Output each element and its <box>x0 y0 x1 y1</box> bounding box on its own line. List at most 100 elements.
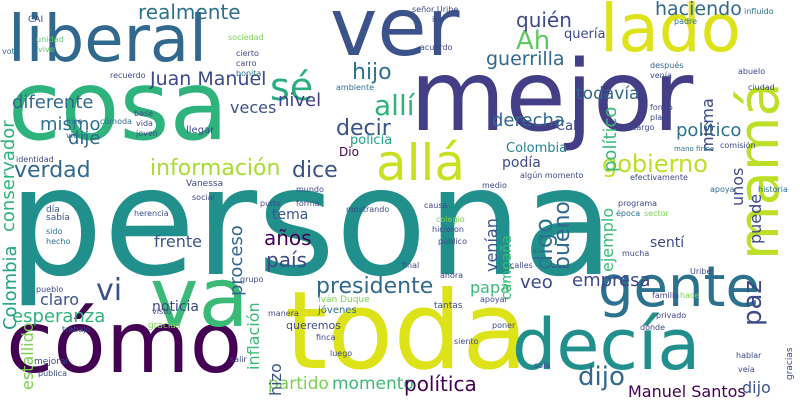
word-decir: decir <box>336 116 391 141</box>
word-claro: claro <box>40 290 80 309</box>
word-hace: hace <box>680 291 700 300</box>
word-algun-momento: algún momento <box>520 171 584 180</box>
word-cargo: cargo <box>632 123 655 132</box>
word-politica: política <box>404 372 477 396</box>
word-mejorar: mejorar <box>34 357 70 367</box>
word-anos: años <box>264 226 312 250</box>
word-alvaro-uribe: Colombia <box>506 141 568 156</box>
word-cai: CAI <box>28 15 44 25</box>
word-salir: salir <box>230 355 247 364</box>
word-nivel: nivel <box>278 90 322 111</box>
word-frente: frente <box>154 232 202 251</box>
word-juan-manuel: Juan Manuel <box>150 68 267 90</box>
word-unidad: unidad <box>36 35 64 44</box>
word-diferente: diferente <box>12 92 94 113</box>
word-alli: allí <box>374 89 415 122</box>
word-final: final <box>402 261 420 270</box>
word-llegar: llegar <box>186 125 215 136</box>
word-voto: voto <box>2 47 20 56</box>
word-ahora: ahora <box>440 271 464 280</box>
word-lado: lado <box>600 0 742 67</box>
word-dije: dije <box>68 128 101 149</box>
word-publica: pública <box>38 369 67 378</box>
word-esperanza: esperanza <box>12 306 106 327</box>
word-veo: veo <box>520 272 553 293</box>
word-uribe: Uribe <box>690 267 712 276</box>
word-realmente: realmente <box>138 0 241 24</box>
word-apoya: apoya <box>710 185 735 194</box>
word-epoca: época <box>616 209 641 218</box>
word-causa: causa <box>424 201 448 210</box>
word-siento: siento <box>454 337 479 346</box>
word-programa: programa <box>618 199 658 208</box>
word-ejemplo: ejemplo <box>598 207 617 272</box>
word-comision: comisión <box>720 141 756 150</box>
word-colegio: colegio <box>436 215 465 224</box>
word-paz: paz <box>738 279 768 326</box>
word-base: base <box>134 109 154 118</box>
word-policia: policía <box>350 133 393 148</box>
word-mejor: mejor <box>410 40 694 154</box>
word-veces: veces <box>230 98 277 117</box>
word-abuelo: abuelo <box>738 67 766 76</box>
word-empresa: empresa <box>572 270 651 291</box>
word-carro: carro <box>236 59 257 68</box>
word-sentí: sentí <box>650 235 685 251</box>
word-poner: poner <box>492 321 516 330</box>
word-sido: sido <box>46 227 63 236</box>
word-veia: veía <box>738 365 755 374</box>
word-conservador: conservador <box>0 120 19 232</box>
word-presidente: presidente <box>316 274 434 299</box>
word-trabajo: trabajo <box>62 325 91 334</box>
word-sola: sola <box>534 361 551 370</box>
word-haciendo: haciendo <box>655 0 742 20</box>
word-venian: venían <box>482 218 501 272</box>
word-partido-momento: partido <box>268 374 329 394</box>
word-vida: vida <box>136 119 153 128</box>
word-herencia: herencia <box>134 209 169 218</box>
word-ambiente: ambiente <box>336 83 375 92</box>
word-joven: joven <box>136 129 158 138</box>
word-manera: manera <box>268 309 299 318</box>
word-dia: día <box>46 205 60 215</box>
word-social: social <box>192 193 215 202</box>
word-pudo: pudo <box>260 199 281 208</box>
word-identidad: identidad <box>16 155 54 164</box>
word-calles: calles <box>510 261 533 270</box>
word-hecho: hecho <box>46 237 71 246</box>
word-hablar: hablar <box>736 351 762 360</box>
word-efectivamente: efectivamente <box>630 173 688 182</box>
word-pais: país <box>266 248 307 272</box>
word-gente: gente <box>598 255 760 320</box>
word-sabia: sabía <box>46 213 70 223</box>
word-quien: quién <box>516 8 572 32</box>
word-digo: digo <box>530 218 558 270</box>
word-despues: después <box>650 61 684 70</box>
word-influido: influido <box>744 7 774 16</box>
word-forma: forma <box>296 199 320 208</box>
word-va: va <box>150 251 249 346</box>
word-iba: iba <box>432 15 445 24</box>
word-dijo: dijo <box>578 362 625 392</box>
word-toda: toda <box>285 269 529 394</box>
word-ver: ver <box>330 0 460 74</box>
word-verdad: verdad <box>14 158 91 183</box>
word-grupo: grupo <box>240 275 264 284</box>
word-ah: Ah <box>516 26 551 56</box>
word-jovenes: jóvenes <box>318 305 357 316</box>
word-gobierno: gobierno <box>602 150 708 178</box>
word-vanessa: Vanessa <box>186 179 224 189</box>
word-noticia: noticia <box>152 299 199 315</box>
word-pueblo: pueblo <box>36 285 64 294</box>
word-dijo2: dijo <box>742 378 771 397</box>
word-mano-firme: mano firme <box>674 145 715 153</box>
word-senor-uribe: señor Uribe <box>412 5 459 14</box>
word-misma: misma <box>698 98 717 152</box>
word-comoda: cómoda <box>100 117 132 126</box>
word-mundo: mundo <box>296 185 324 194</box>
word-familia: familia <box>652 291 680 300</box>
word-desafortunadamente: gracias <box>785 347 795 380</box>
word-se: sé <box>270 65 314 109</box>
word-persona: persona <box>8 136 615 310</box>
